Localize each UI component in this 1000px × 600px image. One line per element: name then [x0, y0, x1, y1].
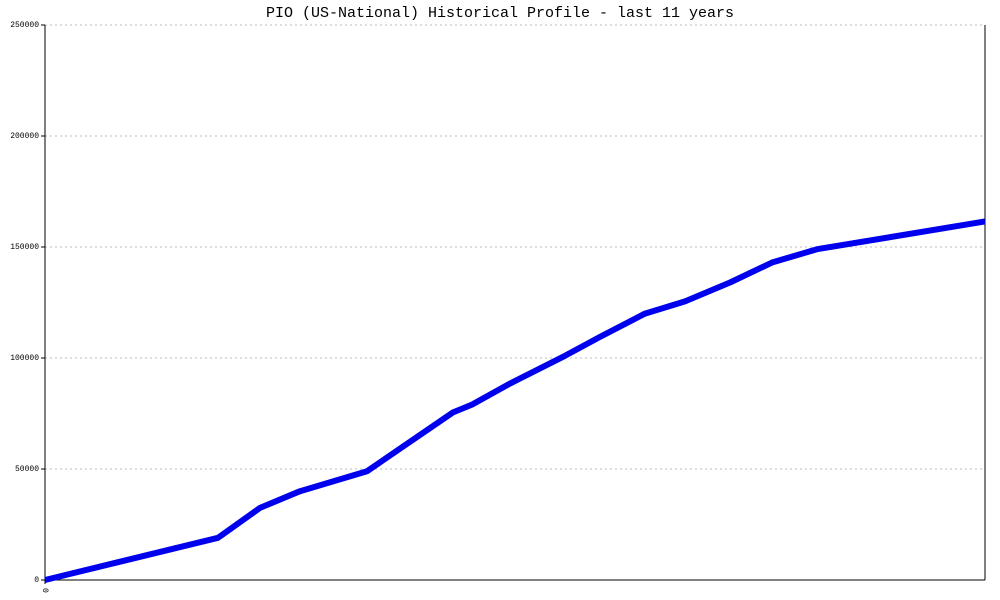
y-tick-label: 200000: [10, 132, 39, 141]
y-tick-label: 50000: [15, 465, 39, 474]
y-tick-label: 0: [34, 576, 39, 585]
line: [44, 218, 986, 583]
x-tick-label: 0: [40, 588, 49, 593]
y-tick-label: 250000: [10, 21, 39, 30]
y-tick-label: 100000: [10, 354, 39, 363]
chart-title: PIO (US-National) Historical Profile - l…: [266, 5, 734, 22]
y-tick-label: 150000: [10, 243, 39, 252]
